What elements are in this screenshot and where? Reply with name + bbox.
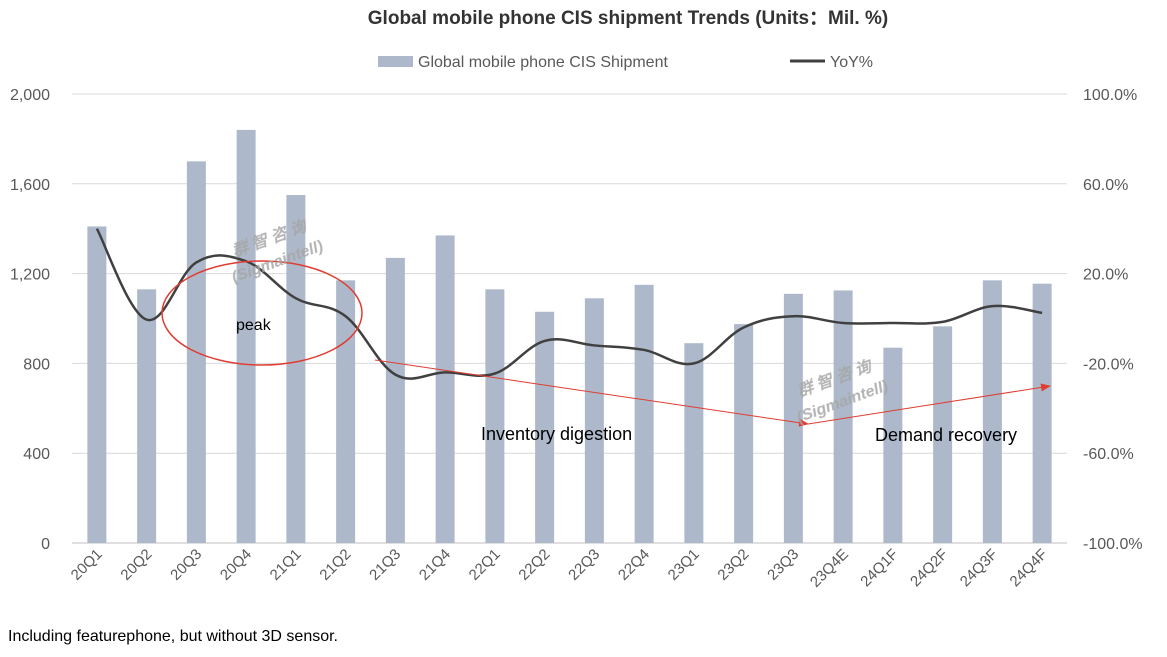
x-tick-label: 24Q2F xyxy=(907,546,951,590)
y-right-tick-label: 60.0% xyxy=(1083,177,1128,194)
legend: Global mobile phone CIS Shipment YoY% xyxy=(378,54,873,71)
y-left-tick-label: 0 xyxy=(41,536,50,553)
footnote: Including featurephone, but without 3D s… xyxy=(8,628,338,645)
bar xyxy=(236,129,256,544)
bar xyxy=(584,298,604,543)
bar xyxy=(982,280,1002,543)
chart-title: Global mobile phone CIS shipment Trends … xyxy=(368,8,888,29)
bar xyxy=(684,343,704,543)
y-axis-right: -100.0% -60.0% -20.0% 20.0% 60.0% 100.0% xyxy=(1083,87,1143,553)
x-tick-label: 22Q4 xyxy=(615,546,653,584)
x-tick-label: 22Q2 xyxy=(515,546,553,584)
y-right-tick-label: -20.0% xyxy=(1083,356,1134,373)
demand-label: Demand recovery xyxy=(875,425,1017,445)
bar xyxy=(485,289,505,543)
x-tick-label: 23Q1 xyxy=(665,546,703,584)
x-tick-label: 21Q2 xyxy=(316,546,354,584)
x-tick-label: 23Q3 xyxy=(764,546,802,584)
peak-label: peak xyxy=(236,317,272,334)
x-tick-label: 20Q3 xyxy=(167,546,205,584)
annotations: peak Inventory digestion Demand recovery xyxy=(161,260,1051,445)
bar xyxy=(1032,283,1052,543)
x-tick-label: 20Q2 xyxy=(117,546,155,584)
bar xyxy=(833,290,853,543)
y-left-tick-label: 2,000 xyxy=(10,87,50,104)
x-tick-label: 21Q3 xyxy=(366,546,404,584)
x-tick-label: 24Q1F xyxy=(857,546,901,590)
bar xyxy=(336,280,356,543)
y-left-tick-label: 1,600 xyxy=(10,177,50,194)
y-left-tick-label: 400 xyxy=(23,446,50,463)
y-left-tick-label: 800 xyxy=(23,356,50,373)
bar xyxy=(783,293,803,543)
legend-label-shipment: Global mobile phone CIS Shipment xyxy=(418,54,668,71)
yoy-line xyxy=(95,228,1043,380)
demand-arrow xyxy=(807,383,1051,425)
bar xyxy=(883,347,903,543)
legend-swatch-bar xyxy=(378,56,413,67)
bar xyxy=(535,311,555,543)
y-right-tick-label: 100.0% xyxy=(1083,87,1137,104)
y-left-tick-label: 1,200 xyxy=(10,267,50,284)
x-tick-label: 22Q3 xyxy=(565,546,603,584)
bar xyxy=(385,257,405,543)
inventory-arrow xyxy=(374,359,809,427)
y-right-tick-label: 20.0% xyxy=(1083,267,1128,284)
x-axis: 20Q1 20Q2 20Q3 20Q4 21Q1 21Q2 21Q3 21Q4 22Q1 22Q2… xyxy=(68,546,1051,591)
x-tick-label: 23Q4E xyxy=(807,546,852,591)
bar xyxy=(933,326,953,543)
bar xyxy=(286,195,306,543)
bar xyxy=(435,235,455,543)
x-tick-label: 24Q3F xyxy=(957,546,1001,590)
x-tick-label: 21Q1 xyxy=(267,546,305,584)
bars xyxy=(87,129,1052,544)
inventory-label: Inventory digestion xyxy=(481,424,632,444)
y-right-tick-label: -100.0% xyxy=(1083,536,1143,553)
legend-label-yoy: YoY% xyxy=(830,54,873,71)
x-tick-label: 20Q1 xyxy=(68,546,106,584)
yoy-line-group xyxy=(95,228,1043,380)
bar xyxy=(137,289,157,543)
x-tick-label: 20Q4 xyxy=(217,546,255,584)
bar xyxy=(87,226,107,543)
x-tick-label: 21Q4 xyxy=(416,546,454,584)
bar xyxy=(634,284,654,543)
y-axis-left: 0 400 800 1,200 1,600 2,000 xyxy=(10,87,50,553)
bar xyxy=(734,324,754,543)
gridlines xyxy=(72,93,1067,544)
x-tick-label: 22Q1 xyxy=(466,546,504,584)
peak-ellipse xyxy=(161,260,363,366)
y-right-tick-label: -60.0% xyxy=(1083,446,1134,463)
x-tick-label: 24Q4F xyxy=(1007,546,1051,590)
x-tick-label: 23Q2 xyxy=(714,546,752,584)
